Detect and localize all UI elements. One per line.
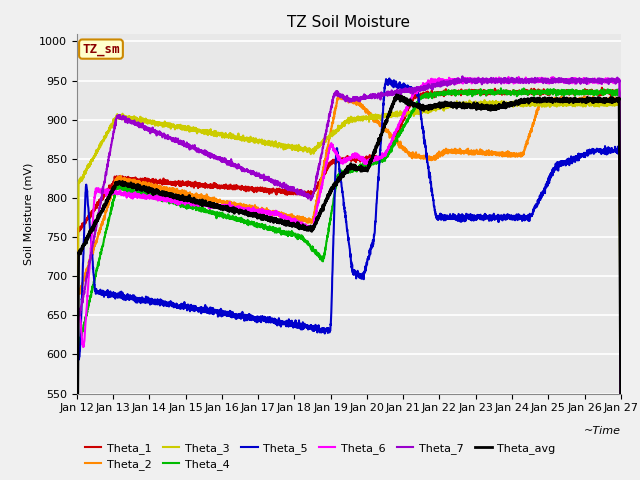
Theta_avg: [393, 92, 401, 98]
Theta_4: [135, 188, 143, 193]
Line: Theta_7: Theta_7: [77, 76, 621, 480]
Theta_2: [336, 92, 344, 98]
Theta_4: [548, 89, 556, 95]
Theta_2: [305, 216, 313, 221]
Theta_5: [385, 75, 393, 81]
Theta_6: [617, 423, 625, 429]
Line: Theta_3: Theta_3: [77, 100, 621, 480]
Theta_5: [282, 319, 289, 325]
Line: Theta_1: Theta_1: [77, 88, 621, 480]
Theta_3: [305, 148, 313, 154]
Theta_7: [167, 136, 175, 142]
Theta_1: [135, 177, 143, 183]
Theta_4: [607, 88, 614, 94]
Theta_5: [167, 301, 175, 307]
Theta_1: [598, 85, 606, 91]
Theta_3: [548, 100, 556, 106]
Theta_5: [305, 325, 313, 331]
Theta_4: [167, 197, 175, 203]
Theta_4: [305, 242, 313, 248]
Theta_avg: [607, 96, 614, 102]
Theta_3: [607, 99, 614, 105]
Theta_6: [305, 226, 313, 232]
Theta_2: [282, 213, 289, 218]
Line: Theta_6: Theta_6: [77, 77, 621, 480]
Theta_4: [282, 230, 289, 236]
Text: TZ_sm: TZ_sm: [82, 43, 120, 56]
Theta_avg: [305, 225, 313, 230]
Theta_1: [282, 190, 289, 196]
Theta_5: [607, 148, 614, 154]
Theta_2: [617, 436, 625, 442]
Line: Theta_4: Theta_4: [77, 88, 621, 480]
Theta_avg: [135, 182, 143, 188]
Theta_1: [617, 431, 625, 437]
Theta_6: [282, 215, 289, 220]
Theta_6: [167, 197, 175, 203]
Theta_2: [167, 187, 175, 192]
Theta_avg: [548, 99, 556, 105]
Theta_3: [135, 117, 143, 123]
Theta_avg: [282, 222, 289, 228]
Theta_1: [607, 90, 614, 96]
Theta_7: [548, 80, 556, 86]
Theta_3: [167, 123, 175, 129]
Theta_2: [548, 97, 556, 103]
Theta_7: [459, 73, 467, 79]
Theta_1: [548, 89, 556, 95]
Theta_5: [617, 418, 625, 423]
Line: Theta_2: Theta_2: [77, 95, 621, 480]
Theta_6: [548, 77, 556, 83]
Theta_1: [305, 191, 313, 196]
Theta_6: [607, 79, 614, 84]
Line: Theta_avg: Theta_avg: [77, 95, 621, 480]
Theta_5: [548, 169, 556, 175]
Text: ~Time: ~Time: [584, 426, 621, 436]
Theta_7: [282, 184, 289, 190]
Theta_6: [515, 74, 522, 80]
Theta_3: [617, 424, 625, 430]
Title: TZ Soil Moisture: TZ Soil Moisture: [287, 15, 410, 30]
Legend: Theta_1, Theta_2, Theta_3, Theta_4, Theta_5, Theta_6, Theta_7, Theta_avg: Theta_1, Theta_2, Theta_3, Theta_4, Thet…: [80, 438, 560, 474]
Theta_3: [481, 97, 488, 103]
Theta_5: [135, 298, 143, 303]
Theta_2: [607, 96, 614, 102]
Theta_2: [135, 181, 143, 187]
Theta_6: [135, 192, 143, 198]
Theta_7: [305, 192, 313, 198]
Theta_avg: [167, 193, 175, 199]
Theta_7: [607, 77, 614, 83]
Theta_4: [497, 85, 505, 91]
Line: Theta_5: Theta_5: [77, 78, 621, 480]
Y-axis label: Soil Moisture (mV): Soil Moisture (mV): [24, 162, 33, 265]
Theta_7: [135, 121, 143, 127]
Theta_avg: [617, 422, 625, 428]
Theta_7: [617, 427, 625, 433]
Theta_3: [282, 143, 289, 148]
Theta_4: [617, 432, 625, 438]
Theta_1: [167, 182, 175, 188]
